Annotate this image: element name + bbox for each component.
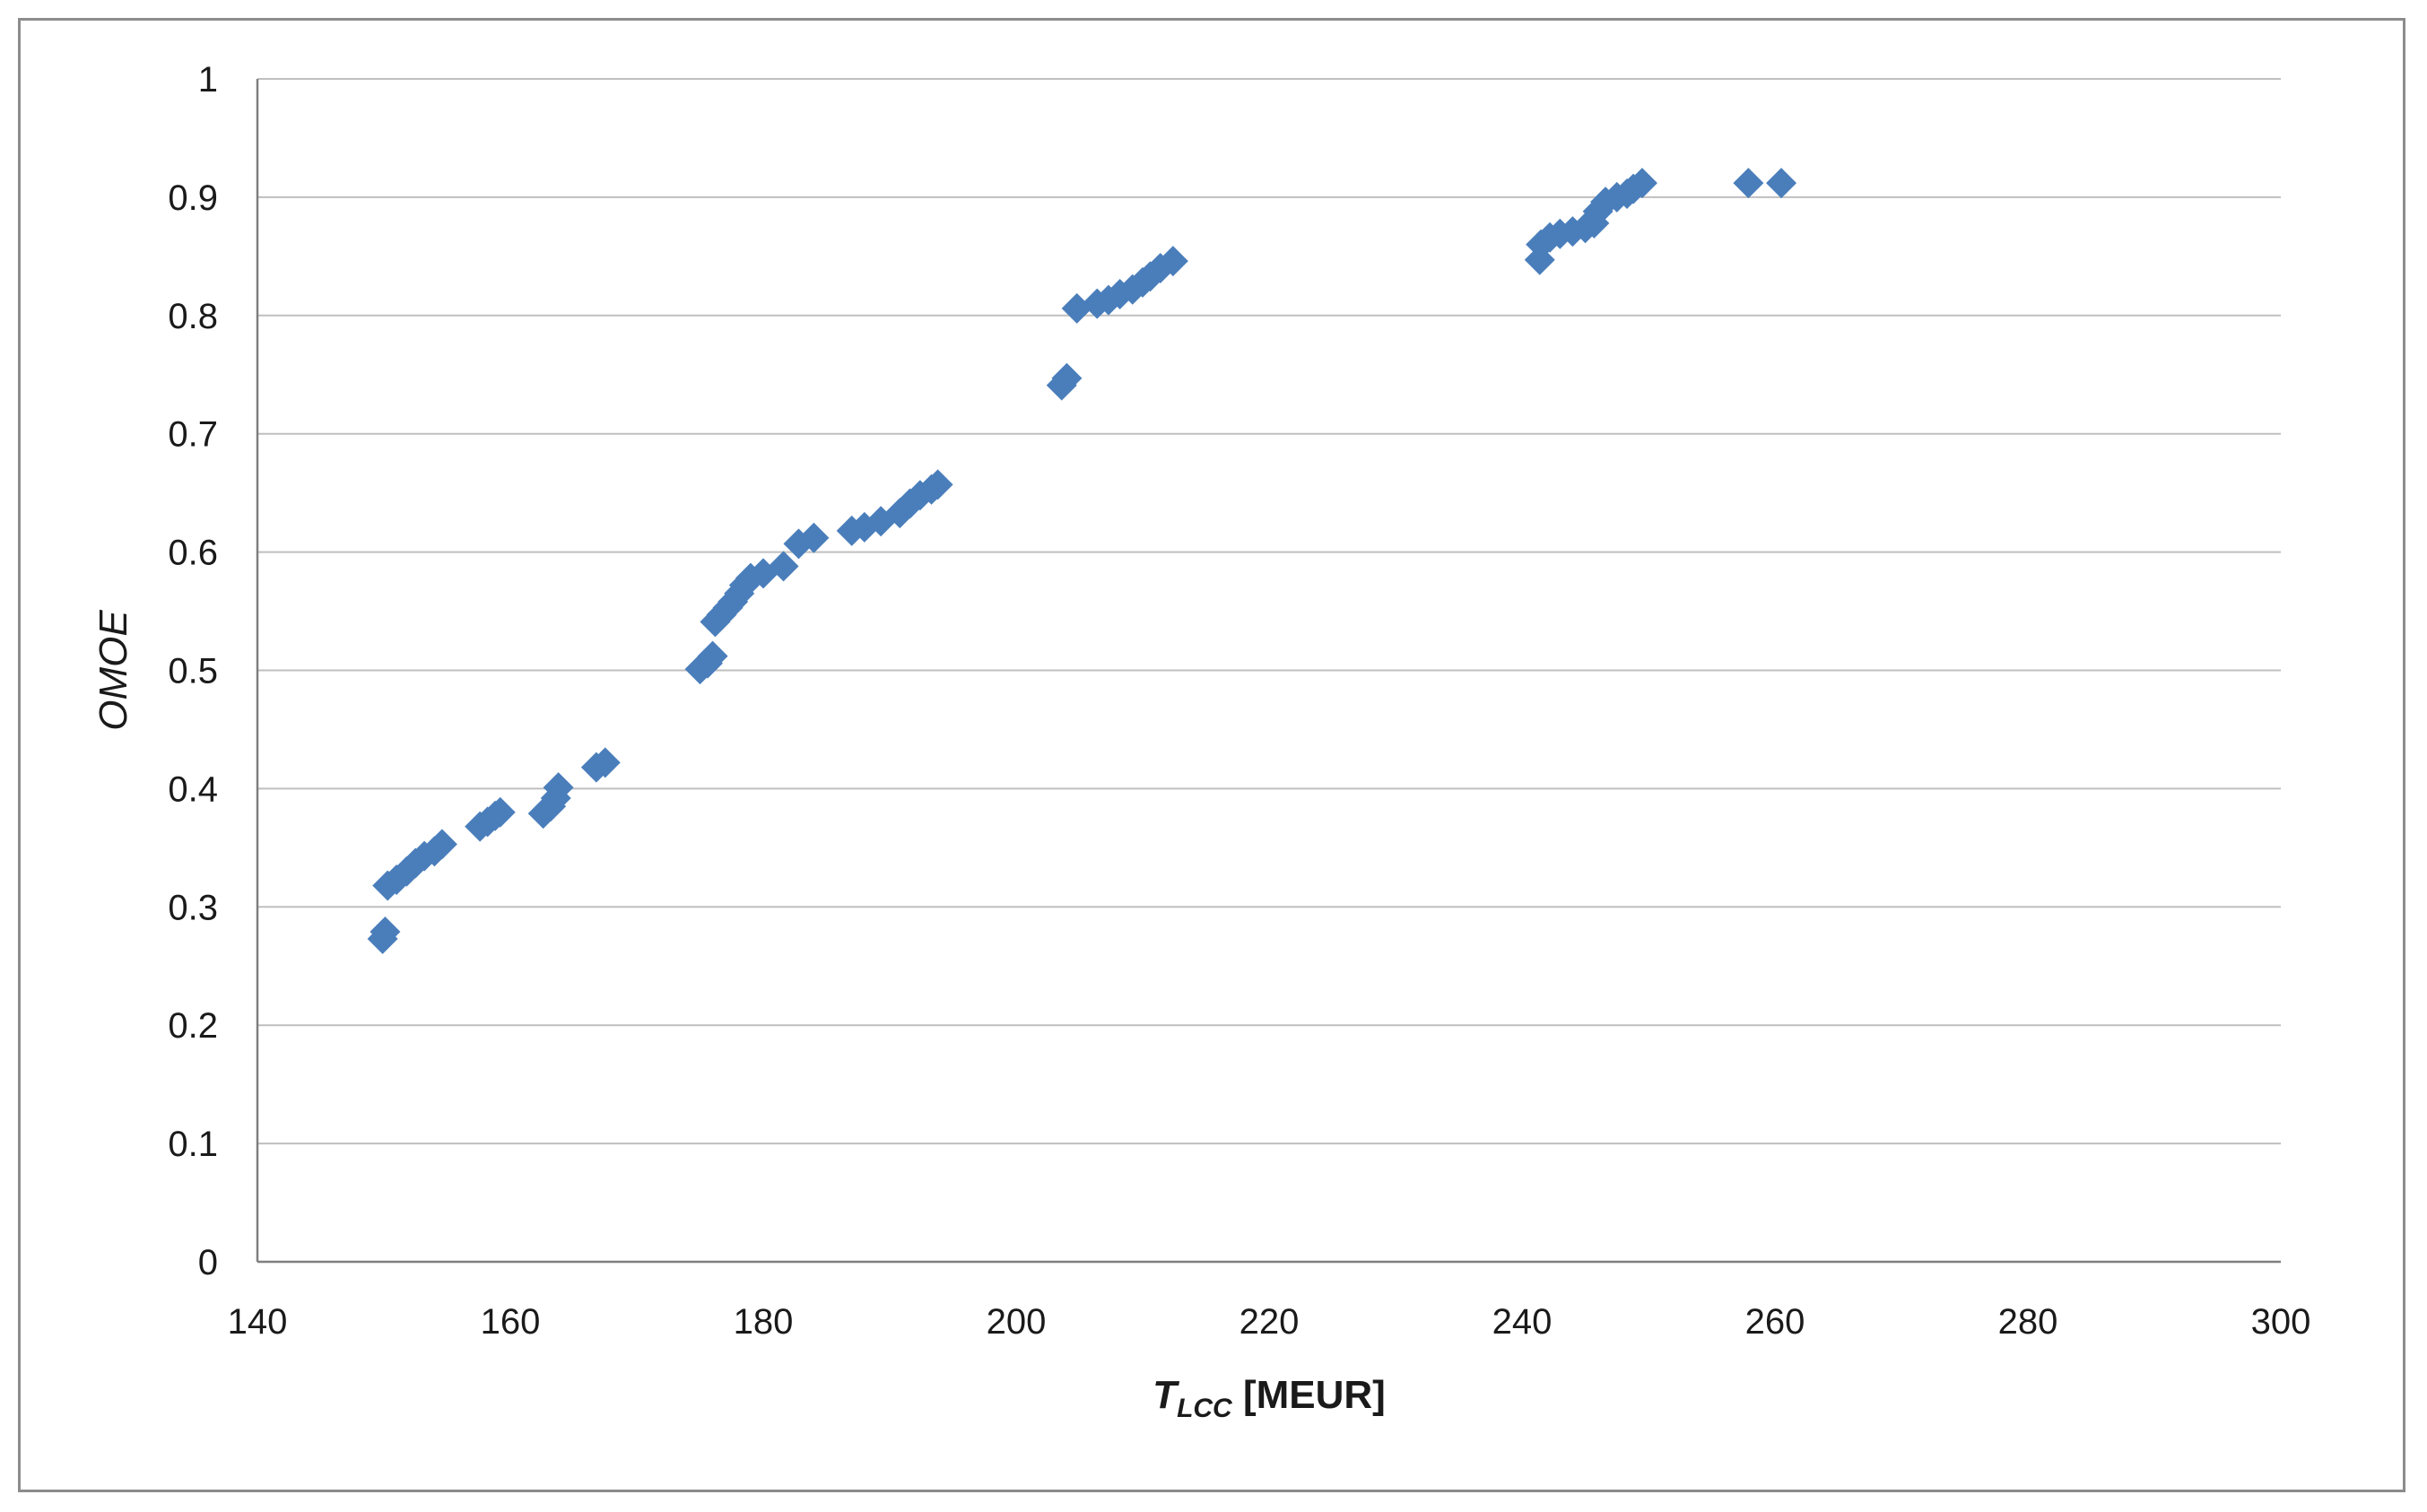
data-point <box>426 829 457 860</box>
data-point <box>798 522 830 553</box>
data-point <box>894 488 926 519</box>
data-point <box>922 469 953 500</box>
data-point <box>589 747 621 778</box>
y-tick-label: 0.9 <box>168 178 218 218</box>
axes <box>256 79 2281 1264</box>
y-tick-label: 0.7 <box>168 415 218 455</box>
data-point <box>484 796 516 828</box>
y-tick-label: 0.5 <box>168 652 218 691</box>
y-tick-label: 0.2 <box>168 1006 218 1046</box>
gridlines <box>257 78 2281 1145</box>
x-axis-title-suffix: [MEUR] <box>1232 1373 1386 1417</box>
scatter-chart: 0 0.1 0.2 0.3 0.4 0.5 0.6 0.7 0.8 0.9 1 140 160 180 2… <box>91 60 2311 1423</box>
x-tick-label: 240 <box>1492 1302 1553 1342</box>
x-axis-title-main: T <box>1153 1373 1179 1417</box>
chart-frame: 0 0.1 0.2 0.3 0.4 0.5 0.6 0.7 0.8 0.9 1 140 160 180 2… <box>18 18 2405 1492</box>
x-tick-label: 180 <box>734 1302 794 1342</box>
x-axis-title: TLCC [MEUR] <box>1153 1373 1386 1423</box>
y-tick-labels: 0 0.1 0.2 0.3 0.4 0.5 0.6 0.7 0.8 0.9 1 <box>168 60 218 1282</box>
data-point <box>697 640 728 672</box>
data-point <box>543 772 574 804</box>
data-point <box>1626 168 1657 199</box>
x-axis-title-subscript: LCC <box>1177 1394 1233 1423</box>
x-tick-label: 300 <box>2251 1302 2311 1342</box>
x-tick-label: 220 <box>1240 1302 1300 1342</box>
data-point <box>1733 168 1764 199</box>
y-tick-label: 0.4 <box>168 769 218 809</box>
x-tick-labels: 140 160 180 200 220 240 260 280 300 <box>228 1302 2311 1342</box>
data-point <box>1051 362 1083 394</box>
y-tick-label: 0.3 <box>168 888 218 927</box>
x-tick-label: 280 <box>1998 1302 2058 1342</box>
data-point <box>370 916 401 947</box>
y-tick-label: 0.1 <box>168 1125 218 1164</box>
y-axis-title: OMOE <box>91 610 135 731</box>
x-tick-label: 160 <box>481 1302 541 1342</box>
data-points <box>367 168 1797 954</box>
data-point <box>1157 246 1188 277</box>
y-tick-label: 1 <box>198 60 218 100</box>
data-point <box>768 551 799 582</box>
x-tick-label: 140 <box>228 1302 288 1342</box>
data-point <box>904 480 935 511</box>
data-point <box>1766 168 1797 199</box>
y-tick-label: 0 <box>198 1243 218 1282</box>
x-tick-label: 260 <box>1745 1302 1805 1342</box>
y-tick-label: 0.8 <box>168 297 218 336</box>
data-point <box>1061 292 1092 324</box>
y-tick-label: 0.6 <box>168 534 218 573</box>
x-tick-label: 200 <box>987 1302 1047 1342</box>
